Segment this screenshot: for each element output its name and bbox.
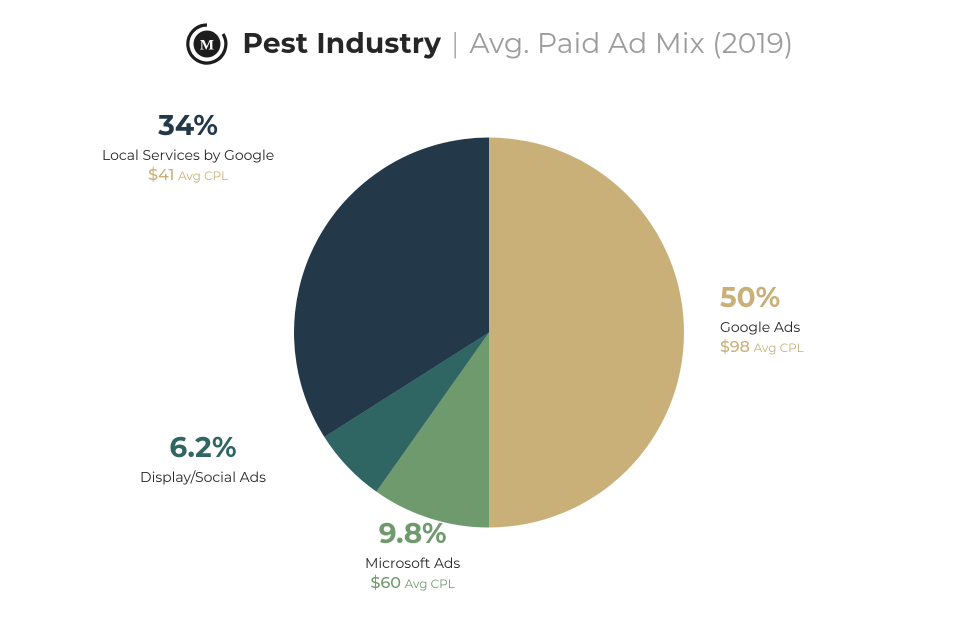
pie-slice-google_ads: [489, 137, 684, 527]
title-bold: Pest Industry: [243, 27, 442, 61]
chart-header: M Pest Industry | Avg. Paid Ad Mix (2019…: [0, 22, 978, 66]
name-microsoft-ads: Microsoft Ads: [365, 554, 460, 573]
cpl-local-services: $41 Avg CPL: [102, 165, 274, 187]
title-separator: |: [451, 27, 459, 61]
name-google-ads: Google Ads: [720, 318, 804, 337]
pie-chart: [289, 132, 689, 537]
svg-text:M: M: [199, 38, 213, 54]
pct-local-services: 34%: [102, 108, 274, 146]
chart-title: Pest Industry | Avg. Paid Ad Mix (2019): [243, 27, 794, 61]
label-display-social: 6.2% Display/Social Ads: [140, 430, 266, 487]
name-display-social: Display/Social Ads: [140, 468, 266, 487]
label-google-ads: 50% Google Ads $98 Avg CPL: [720, 280, 804, 358]
cpl-google-ads: $98 Avg CPL: [720, 337, 804, 359]
label-local-services: 34% Local Services by Google $41 Avg CPL: [102, 108, 274, 186]
name-local-services: Local Services by Google: [102, 146, 274, 165]
pct-google-ads: 50%: [720, 280, 804, 318]
brand-logo: M: [185, 22, 229, 66]
title-subtitle: Avg. Paid Ad Mix (2019): [469, 27, 793, 61]
cpl-microsoft-ads: $60 Avg CPL: [365, 573, 460, 595]
pct-display-social: 6.2%: [140, 430, 266, 468]
pct-microsoft-ads: 9.8%: [365, 516, 460, 554]
label-microsoft-ads: 9.8% Microsoft Ads $60 Avg CPL: [365, 516, 460, 594]
